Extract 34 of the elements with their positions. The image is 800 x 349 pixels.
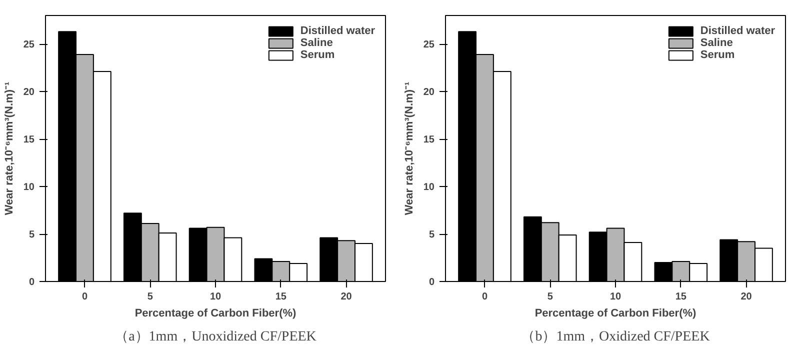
- y-tick-label: 20: [23, 87, 35, 98]
- text: （a）1mm，Unoxidized CF/PEEK: [114, 330, 316, 344]
- x-tick-label: 5: [547, 292, 554, 302]
- x-tick-label: 10: [610, 292, 622, 302]
- legend-label: Saline: [300, 37, 333, 49]
- x-axis-title: Percentage of Carbon Fiber(%): [534, 308, 697, 320]
- legend-label: Distilled water: [300, 25, 375, 37]
- y-axis-title: Wear rate,10⁻⁶mm³(N.m)⁻¹: [3, 82, 16, 216]
- y-tick-label: 5: [28, 230, 35, 240]
- x-tick-label: 0: [482, 292, 488, 302]
- y-tick-label: 15: [23, 134, 35, 146]
- legend-label: Serum: [700, 49, 735, 61]
- y-tick-label: 20: [423, 87, 435, 98]
- y-tick-label: 10: [423, 182, 435, 193]
- text: （b）1mm，Oxidized CF/PEEK: [521, 330, 710, 344]
- legend-label: Serum: [300, 49, 335, 61]
- y-tick-label: 0: [28, 277, 35, 288]
- x-tick-label: 15: [275, 292, 287, 302]
- y-tick-label: 5: [428, 230, 435, 240]
- y-tick-label: 15: [423, 134, 435, 146]
- y-tick-label: 25: [423, 40, 435, 50]
- x-tick-label: 20: [740, 292, 752, 302]
- legend-label: Saline: [700, 37, 733, 49]
- x-tick-label: 15: [675, 292, 687, 302]
- y-tick-label: 0: [428, 277, 435, 288]
- legend-label: Distilled water: [700, 25, 775, 37]
- y-tick-label: 10: [23, 182, 35, 193]
- y-tick-label: 25: [23, 40, 35, 50]
- x-tick-label: 20: [340, 292, 352, 302]
- x-tick-label: 10: [210, 292, 222, 302]
- x-axis-title: Percentage of Carbon Fiber(%): [134, 308, 297, 320]
- y-axis-title: Wear rate,10⁻⁶mm³(N.m)⁻¹: [403, 82, 416, 216]
- x-tick-label: 0: [82, 292, 88, 302]
- x-tick-label: 5: [147, 292, 154, 302]
